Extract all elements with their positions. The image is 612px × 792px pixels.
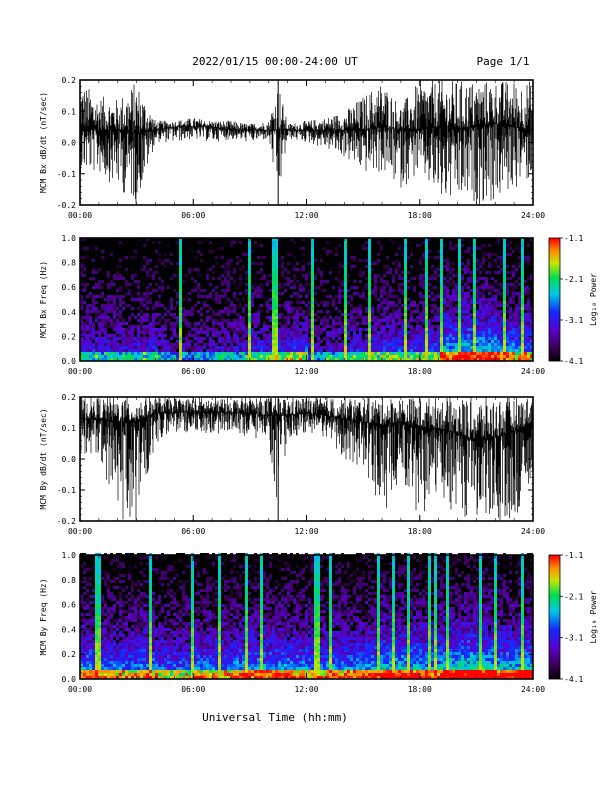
panel-4: -1.1 -2.1 -3.1 -4.1 Log₁₀ Power 1.0 0.8 0.6 0.4 0… — [39, 551, 598, 694]
y-tick-label: -0.1 — [57, 486, 76, 495]
colorbar-tick-label: -4.1 — [564, 675, 583, 684]
y-tick-label: 0.8 — [62, 576, 77, 585]
spectrogram — [80, 553, 533, 679]
trace-series — [80, 397, 533, 521]
colorbar: -1.1 -2.1 -3.1 -4.1 Log₁₀ Power — [548, 234, 598, 366]
trace-line — [80, 397, 533, 521]
x-tick-label: 06:00 — [181, 211, 205, 220]
x-tick-label: 24:00 — [521, 367, 545, 376]
colorbar-tick-label: -4.1 — [564, 357, 583, 366]
x-tick-label: 18:00 — [408, 367, 432, 376]
colorbar-tick-label: -2.1 — [564, 275, 583, 284]
y-tick-label: 0.4 — [62, 308, 77, 317]
page-number: Page 1/1 — [477, 55, 530, 68]
y-tick-label: 0.1 — [62, 107, 77, 116]
x-tick-label: 24:00 — [521, 685, 545, 694]
y-tick-label: 0.1 — [62, 424, 77, 433]
colorbar-tick-label: -1.1 — [564, 551, 583, 560]
x-tick-label: 00:00 — [68, 211, 92, 220]
y-tick-label: 0.4 — [62, 625, 77, 634]
y-tick-label: 0.2 — [62, 76, 77, 85]
colorbar-label: Log₁₀ Power — [589, 273, 598, 326]
y-axis-label: MCM Bx dB/dt (nT/sec) — [39, 92, 48, 193]
y-tick-label: -0.1 — [57, 170, 76, 179]
y-axis-label: MCM Bx Freq (Hz) — [39, 261, 48, 338]
y-axis-label: MCM By Freq (Hz) — [39, 578, 48, 655]
y-tick-label: 0.6 — [62, 283, 77, 292]
x-tick-label: 24:00 — [521, 527, 545, 536]
y-tick-label: 0.0 — [62, 455, 77, 464]
x-axis-label: Universal Time (hh:mm) — [202, 711, 348, 724]
x-tick-label: 12:00 — [294, 367, 318, 376]
y-tick-label: -0.2 — [57, 201, 76, 210]
y-tick-label: 0.2 — [62, 393, 77, 402]
x-tick-label: 24:00 — [521, 211, 545, 220]
x-tick-label: 00:00 — [68, 367, 92, 376]
y-tick-label: 0.2 — [62, 650, 77, 659]
colorbar-tick-label: -1.1 — [564, 234, 583, 243]
y-tick-label: 0.0 — [62, 139, 77, 148]
y-tick-label: -0.2 — [57, 517, 76, 526]
x-tick-label: 12:00 — [294, 211, 318, 220]
colorbar-tick-label: -3.1 — [564, 634, 583, 643]
colorbar-frame — [548, 237, 561, 362]
page-title: 2022/01/15 00:00-24:00 UT — [192, 55, 358, 68]
colorbar-label: Log₁₀ Power — [589, 590, 598, 643]
panel-2: -1.1 -2.1 -3.1 -4.1 Log₁₀ Power 1.0 0.8 0.6 0.4 0… — [39, 234, 598, 376]
x-tick-label: 06:00 — [181, 527, 205, 536]
y-axis-label: MCM By dB/dt (nT/sec) — [39, 408, 48, 509]
colorbar-frame — [548, 554, 561, 680]
y-tick-label: 0.2 — [62, 332, 77, 341]
panel-1: 0.2 0.1 0.0 -0.1 -0.200:00 06:00 12:00 18:00 24:… — [39, 76, 545, 220]
colorbar: -1.1 -2.1 -3.1 -4.1 Log₁₀ Power — [548, 551, 598, 684]
y-tick-label: 0.0 — [62, 357, 77, 366]
panels: 0.20.10.0-0.1-0.200:00 06:00 12:00 18:00 24:… — [39, 76, 598, 694]
x-tick-label: 18:00 — [408, 685, 432, 694]
y-tick-label: 0.8 — [62, 259, 77, 268]
x-tick-label: 18:00 — [408, 527, 432, 536]
y-tick-label: 0.6 — [62, 601, 77, 610]
y-tick-label: 1.0 — [62, 551, 77, 560]
panel-3: 0.2 0.1 0.0 -0.1 -0.200:00 06:00 12:00 18:00 24:… — [39, 393, 545, 536]
trace-line — [80, 80, 533, 205]
colorbar-tick-label: -2.1 — [564, 592, 583, 601]
x-tick-label: 18:00 — [408, 211, 432, 220]
x-tick-label: 06:00 — [181, 685, 205, 694]
spectrogram — [80, 238, 533, 361]
x-tick-label: 12:00 — [294, 685, 318, 694]
y-tick-label: 1.0 — [62, 234, 77, 243]
x-tick-label: 00:00 — [68, 685, 92, 694]
y-tick-label: 0.0 — [62, 675, 77, 684]
x-tick-label: 06:00 — [181, 367, 205, 376]
colorbar-tick-label: -3.1 — [564, 316, 583, 325]
x-tick-label: 12:00 — [294, 527, 318, 536]
trace-series — [80, 80, 533, 205]
x-tick-label: 00:00 — [68, 527, 92, 536]
